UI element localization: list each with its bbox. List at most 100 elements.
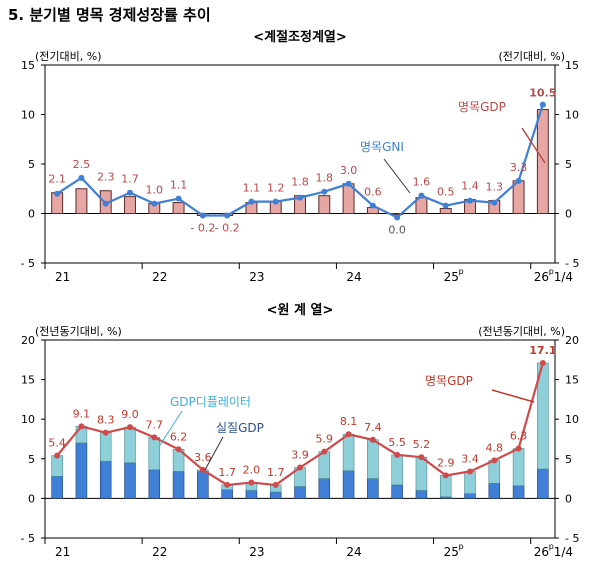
gni-point <box>248 198 255 205</box>
nominal-gdp-point <box>248 479 255 486</box>
deflator-bar <box>124 426 136 464</box>
real-gdp-bar <box>221 489 233 499</box>
nominal-gdp-point <box>491 457 498 464</box>
gdp-series-label: 명목GDP <box>458 100 506 114</box>
gdp-bar-value-label: 1.3 <box>486 181 504 194</box>
nominal-gdp-series-leader <box>491 389 535 403</box>
nominal-gdp-value-label: 9.1 <box>73 407 91 420</box>
x-year-label-2: 26 <box>534 545 549 559</box>
deflator-bar <box>391 454 403 486</box>
gdp-bar <box>172 202 185 215</box>
real-gdp-bar <box>51 475 63 499</box>
deflator-bar <box>99 432 112 462</box>
real-gdp-bar <box>245 490 258 499</box>
gdp-bar-value-label: 1.8 <box>291 176 309 189</box>
x-year-label-1: 26 <box>534 270 549 284</box>
nominal-gdp-point <box>297 464 303 471</box>
gdp-bar-value-label: 3.0 <box>340 164 358 177</box>
gni-point <box>54 190 61 197</box>
nominal-gdp-point <box>102 429 109 436</box>
left-y-tick-label-2: 10 <box>21 413 35 426</box>
x-year-suffix-2: p <box>459 542 464 551</box>
nominal-gdp-point <box>418 454 425 461</box>
right-axis-unit-1: (전기대비, %) <box>498 50 565 63</box>
right-y-tick-label-2: 10 <box>565 413 579 426</box>
deflator-bar <box>512 448 525 487</box>
gdp-bar-value-label: 2.5 <box>73 158 91 171</box>
gni-point <box>345 180 352 187</box>
right-y-tick-label-1: 5 <box>565 158 572 171</box>
nominal-gdp-point <box>78 423 85 430</box>
gdp-bar-value-label: 1.0 <box>146 184 164 197</box>
right-y-tick-label-1: 10 <box>565 109 579 122</box>
real-gdp-bar <box>197 471 209 499</box>
nominal-gdp-value-label: 3.9 <box>291 449 309 462</box>
gni-series-leader <box>383 158 411 194</box>
gdp-bar <box>75 188 88 214</box>
gni-point <box>199 212 206 219</box>
nominal-gdp-value-label: 5.2 <box>413 438 431 451</box>
gni-point <box>539 101 546 108</box>
real-gdp-bar <box>99 460 112 499</box>
nominal-gdp-value-label: 6.2 <box>170 430 188 443</box>
left-axis-unit-1: (전기대비, %) <box>35 50 102 63</box>
x-year-label-2: 21 <box>55 545 70 559</box>
real-gdp-bar <box>367 478 379 499</box>
gni-point <box>515 177 522 184</box>
nominal-gdp-point <box>321 448 328 455</box>
chart1-title: <계절조정계열> <box>253 30 347 45</box>
x-quarter-label-1: 1/4 <box>554 270 573 284</box>
real-gdp-bar <box>172 471 185 499</box>
gdp-bar-value-label: - 0.2 <box>215 222 240 235</box>
x-year-label-2: 23 <box>249 545 264 559</box>
gdp-bar-value-label: 2.3 <box>97 171 115 184</box>
gni-point <box>321 188 328 195</box>
gdp-series-leader <box>521 127 546 164</box>
gni-point <box>151 200 158 207</box>
gdp-bar-value-label: 1.2 <box>267 182 285 195</box>
gni-point <box>102 200 109 207</box>
nominal-gdp-point <box>515 445 522 452</box>
gdp-bar <box>536 109 549 214</box>
right-y-tick-label-2: - 5 <box>565 532 579 545</box>
deflator-bar <box>318 451 331 479</box>
x-year-suffix-1: p <box>549 267 554 276</box>
x-year-label-1: 23 <box>249 270 264 284</box>
deflator-bar <box>51 455 63 477</box>
real-gdp-bar <box>318 478 331 499</box>
gdp-bar <box>318 195 331 214</box>
nominal-gdp-point <box>175 446 182 453</box>
left-y-tick-label-2: 0 <box>28 492 35 505</box>
deflator-bar <box>415 456 428 491</box>
right-y-tick-label-1: 0 <box>565 208 572 221</box>
deflator-bar <box>488 460 501 484</box>
left-y-tick-label-1: 10 <box>21 109 35 122</box>
nominal-gdp-point <box>199 466 206 473</box>
nominal-gdp-value-label: 5.4 <box>48 437 66 450</box>
right-y-tick-label-1: - 5 <box>565 257 579 270</box>
gni-point <box>272 198 279 205</box>
nominal-gdp-series-label: 명목GDP <box>425 374 473 388</box>
gdp-bar-value-label: 1.1 <box>243 182 261 195</box>
gni-point <box>224 212 231 219</box>
gni-series-label: 명목GNI <box>360 140 404 154</box>
real-gdp-bar <box>342 470 355 499</box>
nominal-gdp-value-label: 4.8 <box>486 441 504 454</box>
gdp-bar <box>124 196 136 214</box>
real-gdp-bar <box>269 491 282 499</box>
gdp-bar-value-label: - 0.2 <box>190 222 215 235</box>
deflator-series-leader <box>159 410 183 446</box>
nominal-gdp-value-label: 8.3 <box>97 414 115 427</box>
real-gdp-bar <box>75 442 88 499</box>
left-y-tick-label-1: 15 <box>21 59 35 72</box>
left-y-tick-label-2: 20 <box>21 334 35 347</box>
nominal-gdp-point <box>272 481 279 488</box>
gdp-bar-value-label: 0.5 <box>437 186 455 199</box>
right-y-tick-label-2: 15 <box>565 374 579 387</box>
left-y-tick-label-2: - 5 <box>21 532 35 545</box>
nominal-gdp-value-label: 9.0 <box>121 408 139 421</box>
gdp-bar-value-label: 1.1 <box>170 179 188 192</box>
x-quarter-label-2: 1/4 <box>554 545 573 559</box>
nominal-gdp-point <box>539 359 546 366</box>
